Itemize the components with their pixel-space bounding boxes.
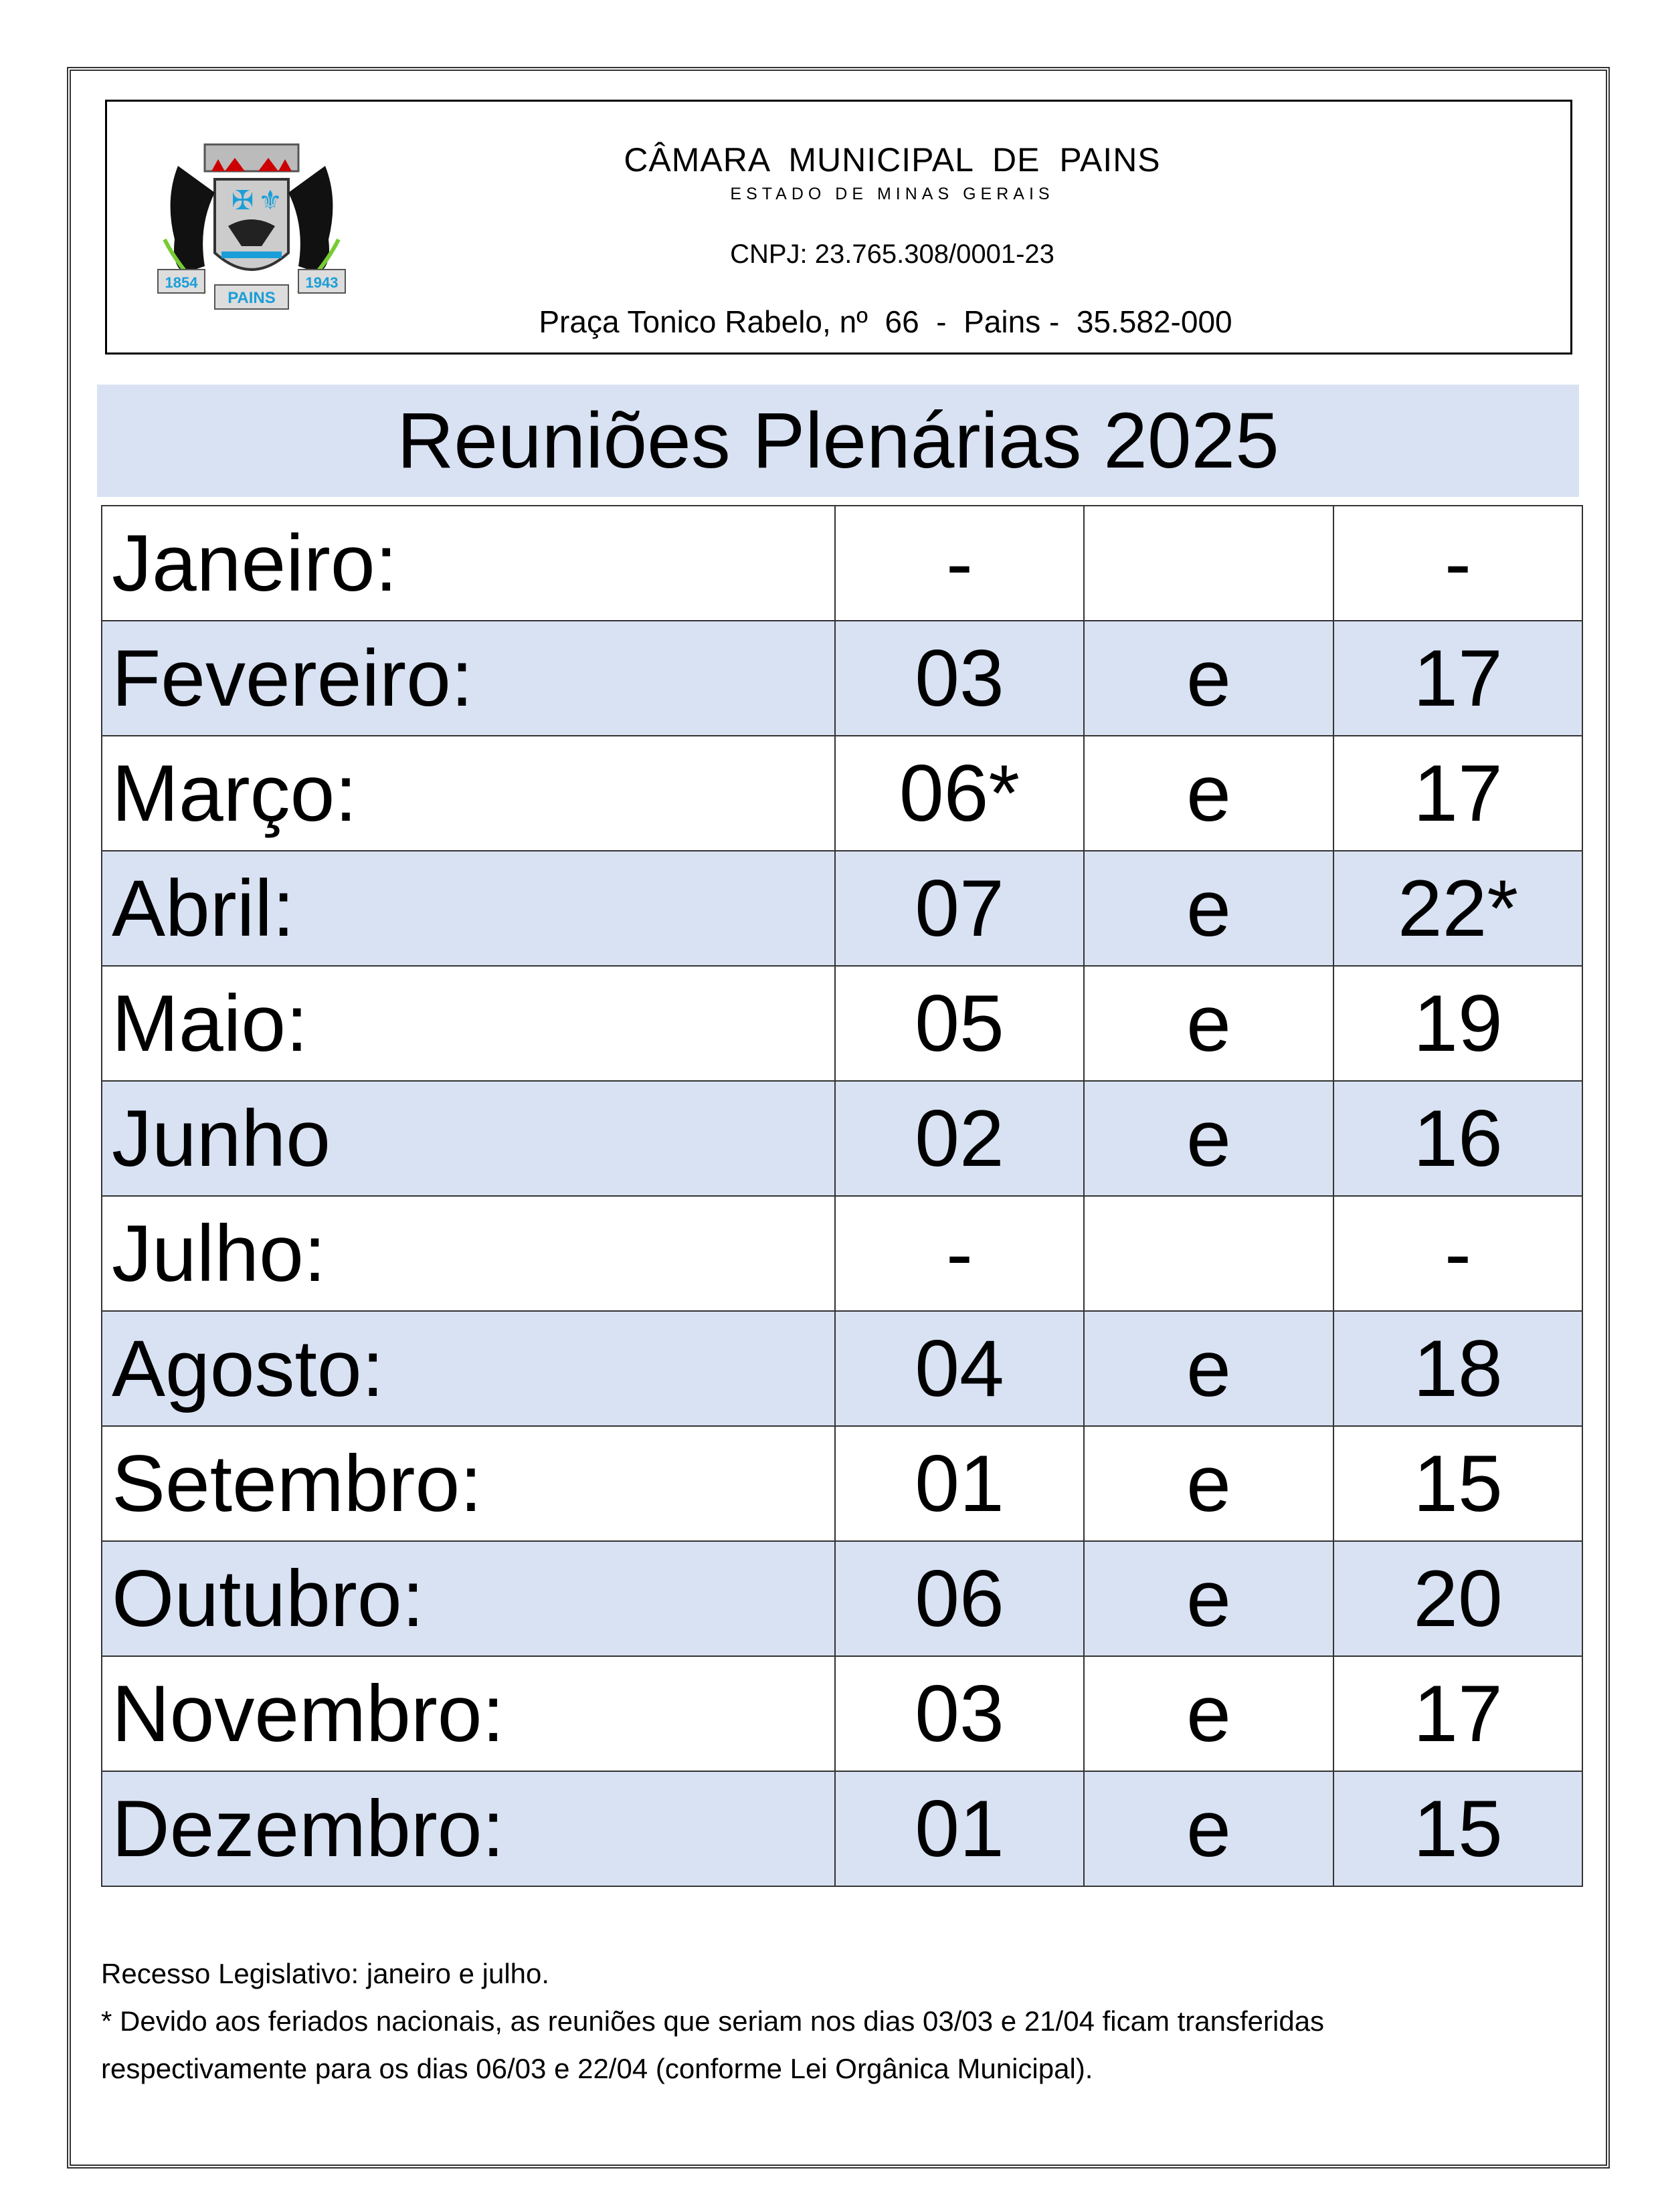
table-row: Dezembro: 01 e 15 xyxy=(101,1771,1583,1887)
second-date-cell: 17 xyxy=(1333,735,1583,851)
second-date-cell: 15 xyxy=(1333,1425,1583,1542)
second-date-cell: - xyxy=(1333,1195,1583,1312)
month-cell: Dezembro: xyxy=(101,1771,836,1887)
second-date-cell: 16 xyxy=(1333,1080,1583,1197)
first-date-cell: 03 xyxy=(834,620,1085,736)
recess-note: Recesso Legislativo: janeiro e julho. xyxy=(101,1958,550,1989)
table-row: Maio: 05 e 19 xyxy=(101,965,1583,1082)
holiday-note-line2: respectivamente para os dias 06/03 e 22/… xyxy=(101,2053,1093,2084)
first-date-cell: - xyxy=(834,1195,1085,1312)
separator-cell: e xyxy=(1083,620,1334,736)
table-row: Janeiro: - - xyxy=(101,505,1583,621)
separator-cell: e xyxy=(1083,1080,1334,1197)
state-name: ESTADO DE MINAS GERAIS xyxy=(730,185,1054,203)
letterhead: ✠ ⚜ 1854 1943 PAINS CÂMARA MUNICIPAL DE … xyxy=(105,100,1572,355)
page-border xyxy=(67,67,1610,2169)
month-cell: Maio: xyxy=(101,965,836,1082)
first-date-cell: 01 xyxy=(834,1425,1085,1542)
svg-text:1943: 1943 xyxy=(306,274,339,291)
second-date-cell: 17 xyxy=(1333,620,1583,736)
separator-cell: e xyxy=(1083,1310,1334,1427)
separator-cell: e xyxy=(1083,850,1334,967)
first-date-cell: 07 xyxy=(834,850,1085,967)
table-row: Março: 06* e 17 xyxy=(101,735,1583,851)
address: Praça Tonico Rabelo, nº 66 - Pains - 35.… xyxy=(539,304,1232,339)
first-date-cell: 05 xyxy=(834,965,1085,1082)
first-date-cell: - xyxy=(834,505,1085,621)
separator-cell: e xyxy=(1083,965,1334,1082)
second-date-cell: 19 xyxy=(1333,965,1583,1082)
first-date-cell: 01 xyxy=(834,1771,1085,1887)
month-cell: Setembro: xyxy=(101,1425,836,1542)
second-date-cell: 15 xyxy=(1333,1771,1583,1887)
table-row: Abril: 07 e 22* xyxy=(101,850,1583,967)
svg-text:PAINS: PAINS xyxy=(227,289,276,307)
month-cell: Abril: xyxy=(101,850,836,967)
table-row: Fevereiro: 03 e 17 xyxy=(101,620,1583,736)
second-date-cell: 20 xyxy=(1333,1540,1583,1657)
first-date-cell: 02 xyxy=(834,1080,1085,1197)
table-row: Outubro: 06 e 20 xyxy=(101,1540,1583,1657)
first-date-cell: 04 xyxy=(834,1310,1085,1427)
separator-cell xyxy=(1083,1195,1334,1312)
first-date-cell: 06 xyxy=(834,1540,1085,1657)
first-date-cell: 03 xyxy=(834,1655,1085,1772)
coat-of-arms-logo: ✠ ⚜ 1854 1943 PAINS xyxy=(157,143,346,310)
svg-text:⚜: ⚜ xyxy=(258,185,282,216)
separator-cell: e xyxy=(1083,1771,1334,1887)
footnotes: Recesso Legislativo: janeiro e julho. * … xyxy=(101,1950,1324,2092)
second-date-cell: 18 xyxy=(1333,1310,1583,1427)
first-date-cell: 06* xyxy=(834,735,1085,851)
table-row: Junho 02 e 16 xyxy=(101,1080,1583,1197)
month-cell: Julho: xyxy=(101,1195,836,1312)
schedule-table: Janeiro: - - Fevereiro: 03 e 17 Março: 06* e 17 Abr… xyxy=(101,505,1583,1887)
table-row: Setembro: 01 e 15 xyxy=(101,1425,1583,1542)
holiday-note-line1: * Devido aos feriados nacionais, as reun… xyxy=(101,2005,1325,2037)
table-row: Agosto: 04 e 18 xyxy=(101,1310,1583,1427)
separator-cell: e xyxy=(1083,1540,1334,1657)
page-title: Reuniões Plenárias 2025 xyxy=(97,385,1579,497)
month-cell: Fevereiro: xyxy=(101,620,836,736)
second-date-cell: - xyxy=(1333,505,1583,621)
cnpj: CNPJ: 23.765.308/0001-23 xyxy=(730,239,1054,269)
table-row: Julho: - - xyxy=(101,1195,1583,1312)
table-row: Novembro: 03 e 17 xyxy=(101,1655,1583,1772)
second-date-cell: 22* xyxy=(1333,850,1583,967)
month-cell: Agosto: xyxy=(101,1310,836,1427)
institution-name: CÂMARA MUNICIPAL DE PAINS xyxy=(624,141,1161,179)
month-cell: Novembro: xyxy=(101,1655,836,1772)
second-date-cell: 17 xyxy=(1333,1655,1583,1772)
separator-cell: e xyxy=(1083,735,1334,851)
svg-text:1854: 1854 xyxy=(165,274,199,291)
svg-text:✠: ✠ xyxy=(232,185,254,216)
month-cell: Janeiro: xyxy=(101,505,836,621)
separator-cell: e xyxy=(1083,1425,1334,1542)
separator-cell: e xyxy=(1083,1655,1334,1772)
month-cell: Março: xyxy=(101,735,836,851)
month-cell: Junho xyxy=(101,1080,836,1197)
month-cell: Outubro: xyxy=(101,1540,836,1657)
separator-cell xyxy=(1083,505,1334,621)
